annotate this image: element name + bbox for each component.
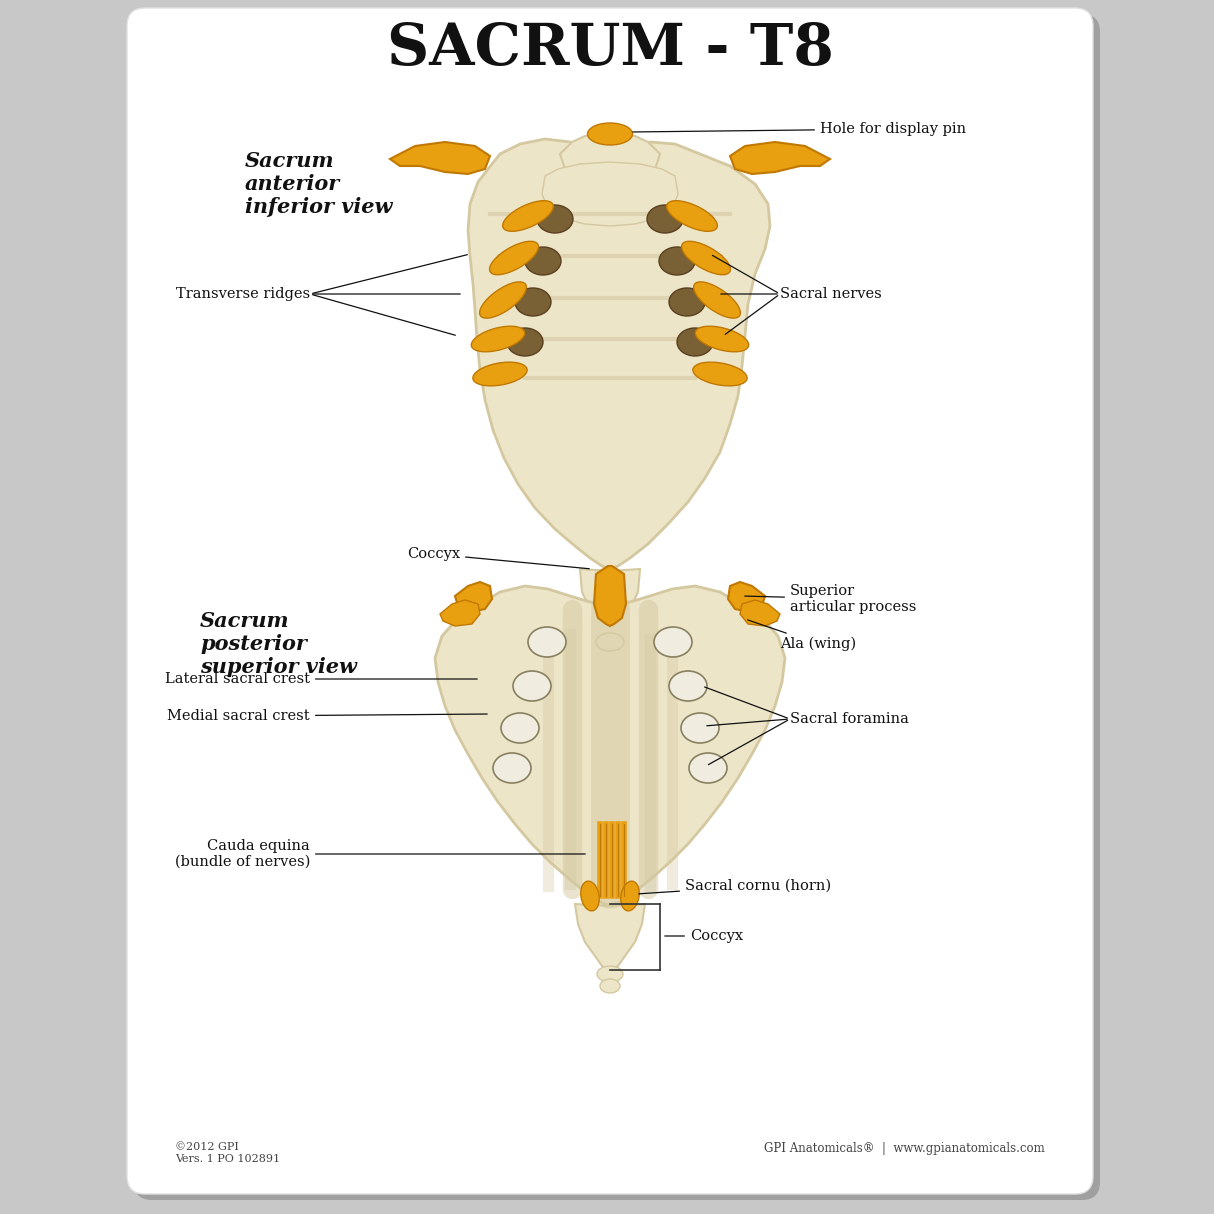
Polygon shape (390, 142, 490, 174)
Text: Hole for display pin: Hole for display pin (632, 121, 966, 136)
Text: Sacral foramina: Sacral foramina (790, 711, 909, 726)
Ellipse shape (696, 327, 749, 352)
Ellipse shape (647, 205, 683, 233)
Polygon shape (439, 600, 480, 626)
Ellipse shape (681, 713, 719, 743)
Ellipse shape (666, 200, 717, 232)
Text: Sacrum
anterior
inferior view: Sacrum anterior inferior view (245, 151, 392, 217)
Ellipse shape (524, 246, 561, 276)
Text: Sacral cornu (horn): Sacral cornu (horn) (639, 879, 832, 894)
Ellipse shape (597, 966, 623, 982)
Text: ©2012 GPI
Vers. 1 PO 102891: ©2012 GPI Vers. 1 PO 102891 (175, 1142, 280, 1163)
Ellipse shape (501, 713, 539, 743)
Polygon shape (580, 569, 640, 636)
Polygon shape (541, 161, 677, 226)
Text: Medial sacral crest: Medial sacral crest (168, 709, 487, 724)
Ellipse shape (493, 753, 531, 783)
Ellipse shape (669, 288, 705, 316)
Ellipse shape (681, 242, 731, 274)
Text: Sacral nerves: Sacral nerves (781, 287, 881, 301)
Polygon shape (455, 582, 492, 612)
Text: Lateral sacral crest: Lateral sacral crest (165, 673, 477, 686)
Text: Superior
articular process: Superior articular process (744, 584, 917, 614)
Ellipse shape (515, 288, 551, 316)
Polygon shape (728, 582, 765, 612)
Text: SACRUM - T8: SACRUM - T8 (386, 21, 834, 76)
Ellipse shape (580, 881, 600, 910)
Ellipse shape (596, 632, 624, 651)
Ellipse shape (489, 242, 539, 274)
Ellipse shape (528, 626, 566, 657)
Polygon shape (469, 138, 770, 569)
Ellipse shape (669, 671, 707, 700)
Ellipse shape (690, 753, 727, 783)
Ellipse shape (471, 327, 524, 352)
Ellipse shape (503, 200, 554, 232)
Ellipse shape (588, 123, 632, 144)
Ellipse shape (514, 671, 551, 700)
Polygon shape (575, 904, 645, 970)
Polygon shape (730, 142, 830, 174)
Ellipse shape (472, 362, 527, 386)
Ellipse shape (693, 362, 747, 386)
Polygon shape (560, 134, 660, 181)
Ellipse shape (620, 881, 640, 910)
Text: Sacrum
posterior
superior view: Sacrum posterior superior view (200, 611, 357, 677)
Ellipse shape (480, 282, 527, 318)
Ellipse shape (677, 328, 713, 356)
Text: Ala (wing): Ala (wing) (748, 620, 856, 651)
Polygon shape (741, 600, 781, 626)
FancyBboxPatch shape (134, 15, 1100, 1199)
Ellipse shape (537, 205, 573, 233)
Text: GPI Anatomicals®  |  www.gpianatomicals.com: GPI Anatomicals® | www.gpianatomicals.co… (765, 1142, 1045, 1155)
Ellipse shape (659, 246, 694, 276)
Ellipse shape (693, 282, 741, 318)
Polygon shape (594, 566, 626, 626)
Text: Coccyx: Coccyx (665, 929, 743, 943)
Text: Coccyx: Coccyx (407, 548, 589, 568)
Text: Transverse ridges: Transverse ridges (176, 287, 310, 301)
Text: Cauda equina
(bundle of nerves): Cauda equina (bundle of nerves) (175, 839, 585, 869)
Ellipse shape (600, 978, 620, 993)
Ellipse shape (507, 328, 543, 356)
Polygon shape (435, 586, 785, 906)
FancyBboxPatch shape (127, 8, 1093, 1195)
Ellipse shape (654, 626, 692, 657)
